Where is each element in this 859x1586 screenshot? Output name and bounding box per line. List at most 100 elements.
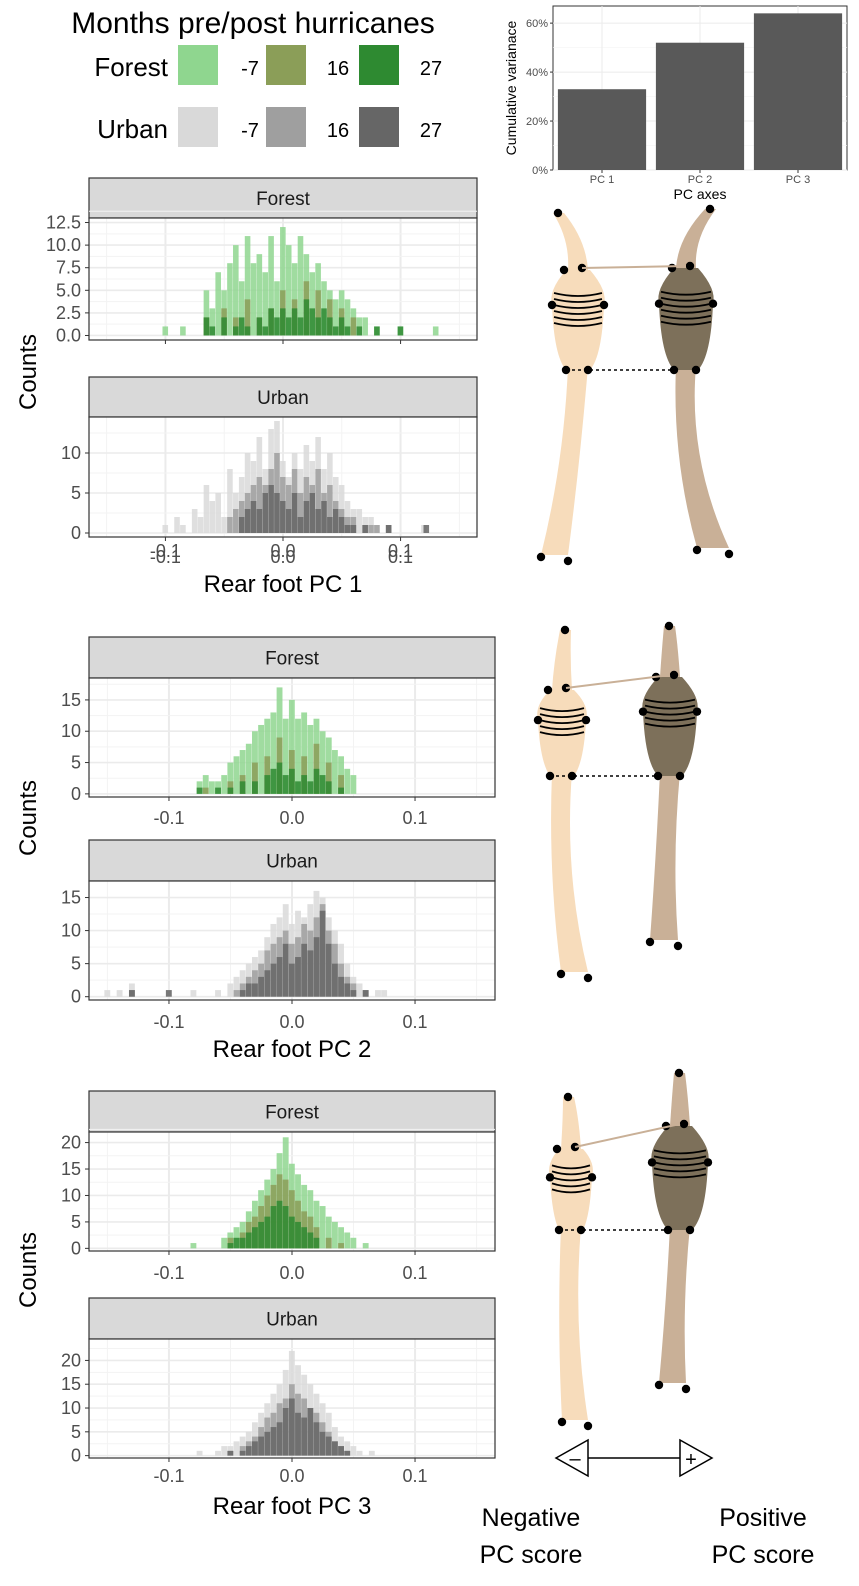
lamella-line <box>653 1161 707 1167</box>
variance-y-tick-label: 40% <box>526 67 548 79</box>
histogram-bar-urban-27 <box>331 1441 338 1456</box>
landmark-dot <box>567 771 577 781</box>
histogram-bar-forest-m7 <box>209 308 216 336</box>
lamella-line <box>653 1155 707 1161</box>
histogram-bar-forest-27 <box>307 1232 314 1249</box>
histogram-bar-forest-m7 <box>208 781 215 794</box>
landmark-dot <box>563 1092 573 1102</box>
landmark-dot <box>559 265 569 275</box>
histogram-bar-urban-m7 <box>196 1450 203 1456</box>
lamella-line <box>551 1182 591 1188</box>
histogram-bar-urban-16 <box>256 477 263 533</box>
histogram-bar-urban-27 <box>268 485 274 533</box>
histogram-bar-forest-m7 <box>264 718 271 794</box>
positive-label-line1: Positive <box>719 1504 807 1532</box>
legend-row-label-forest: Forest <box>94 52 168 82</box>
histogram-bar-urban-27 <box>245 1446 252 1456</box>
histogram-bar-forest-27 <box>303 299 310 336</box>
y-tick-label: 15 <box>61 1374 81 1394</box>
histogram-bar-urban-27 <box>344 1450 351 1456</box>
legend-key-label: 16 <box>327 120 349 142</box>
histogram-bar-forest-27 <box>270 768 277 794</box>
histogram-bar-forest-m7 <box>233 756 240 794</box>
histogram-bar-forest-27 <box>295 781 301 794</box>
variance-y-tick-label: 20% <box>526 116 548 128</box>
histogram-bar-forest-m7 <box>319 1206 326 1249</box>
histogram-bar-forest-m7 <box>227 762 234 794</box>
histogram-bar-urban-27 <box>227 1450 234 1456</box>
y-tick-label: 15 <box>61 888 81 908</box>
y-tick-label: 0 <box>71 1446 81 1466</box>
landmark-dot <box>533 715 543 725</box>
histogram-bar-forest-m7 <box>227 263 233 336</box>
histogram-bar-urban-27 <box>325 943 332 997</box>
landmark-dot <box>667 263 677 273</box>
y-tick-label: 12.5 <box>46 213 81 233</box>
histogram-bar-urban-27 <box>238 517 245 533</box>
histogram-bar-urban-27 <box>288 963 295 997</box>
histogram-bar-forest-m7 <box>256 254 263 336</box>
facet-strip <box>88 376 478 418</box>
histogram-bar-forest-16 <box>325 1237 332 1249</box>
variance-x-axis-label: PC axes <box>674 186 727 202</box>
histogram-bar-urban-16 <box>327 485 333 533</box>
facet-strip-label: Forest <box>265 1103 320 1124</box>
landmark-dot <box>692 545 702 555</box>
histogram-bar-urban-27 <box>313 1422 320 1456</box>
histogram-bar-forest-27 <box>276 762 283 794</box>
variance-x-tick-label: PC 1 <box>590 174 614 186</box>
y-tick-label: 0 <box>71 523 81 543</box>
histogram-bar-forest-m7 <box>245 743 252 794</box>
lamella-line <box>551 1170 591 1176</box>
histogram-bar-urban-27 <box>295 957 301 997</box>
facet-strip <box>88 839 496 882</box>
histogram-bar-forest-m7 <box>285 245 292 336</box>
histogram-bar-urban-27 <box>362 525 368 533</box>
histogram-bar-urban-m7 <box>104 990 111 997</box>
histogram-bar-forest-m7 <box>203 290 210 336</box>
x-tick-label: -0.1 <box>150 547 181 567</box>
toe-segment <box>553 213 588 270</box>
histogram-bar-urban-27 <box>307 1408 314 1456</box>
histogram-bar-urban-27 <box>270 963 277 997</box>
x-tick-label: -0.1 <box>153 1012 184 1032</box>
histogram-bar-forest-m7 <box>291 263 298 336</box>
histogram-bar-urban-m7 <box>174 517 180 533</box>
histogram-bar-forest-27 <box>221 317 227 336</box>
y-tick-label: 15 <box>61 1159 81 1179</box>
histogram-bar-forest-m7 <box>233 245 239 336</box>
histogram-bar-forest-m7 <box>280 227 286 336</box>
histogram-bar-forest-m7 <box>350 1237 357 1249</box>
x-tick-label: 0.1 <box>388 547 413 567</box>
y-axis-label: Counts <box>15 1232 42 1308</box>
histogram-bar-urban-m7 <box>233 1441 240 1456</box>
y-axis-label: Counts <box>15 334 42 410</box>
x-tick-label: 0.0 <box>279 1466 304 1486</box>
landmark-dot <box>563 556 573 566</box>
histogram-bar-forest-27 <box>338 787 344 794</box>
bulb-segment <box>537 690 587 776</box>
histogram-bar-urban-27 <box>245 983 252 997</box>
connector-line <box>581 265 687 269</box>
histogram-bar-forest-m7 <box>238 281 245 336</box>
facet-strip <box>88 1090 496 1133</box>
landmark-dot <box>691 365 701 375</box>
histogram-pc3: Forest 0 5 10 15 20 -0.1 0.0 0.1 Urban 0 5 10 15 20 -0.… <box>15 1090 496 1520</box>
histogram-bar-urban-27 <box>350 990 357 997</box>
legend-key-label: 16 <box>327 58 349 80</box>
x-tick-label: 0.1 <box>403 1466 428 1486</box>
histogram-bar-forest-27 <box>327 317 333 336</box>
histogram-bar-forest-27 <box>282 1206 289 1249</box>
histogram-bar-forest-27 <box>301 1227 308 1249</box>
x-tick-label: -0.1 <box>153 1466 184 1486</box>
toe-segment <box>676 209 716 268</box>
histogram-bar-forest-27 <box>301 775 308 794</box>
landmark-dot <box>553 208 563 218</box>
variance-bar <box>753 13 843 171</box>
histogram-bar-urban-27 <box>282 943 289 997</box>
legend-key-forest-2 <box>359 45 399 85</box>
histogram-bar-forest-27 <box>325 781 332 794</box>
histogram-bar-urban-m7 <box>162 525 169 533</box>
histogram-bar-urban-16 <box>233 509 239 533</box>
histogram-bar-forest-m7 <box>258 724 265 794</box>
